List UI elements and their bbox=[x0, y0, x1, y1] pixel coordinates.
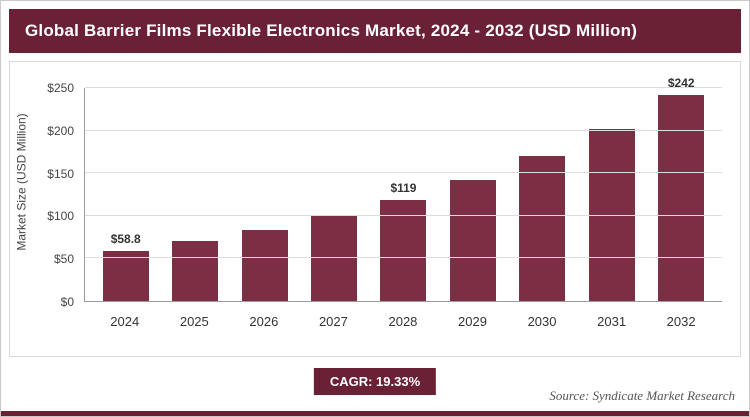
y-tick-label: $200 bbox=[47, 123, 74, 138]
bar-slot bbox=[172, 88, 219, 301]
bar-slot bbox=[241, 88, 288, 301]
y-axis-ticks: $0 $50 $100 $150 $200 $250 bbox=[32, 81, 82, 309]
bar-value-label: $58.8 bbox=[110, 231, 141, 246]
bar-2026 bbox=[241, 230, 288, 301]
x-axis-ticks: 2024 2025 2026 2027 2028 2029 2030 2031 2032 bbox=[84, 305, 722, 337]
x-tick-label: 2032 bbox=[666, 314, 696, 329]
bar-slot: $119 bbox=[380, 88, 427, 301]
y-tick-label: $50 bbox=[53, 252, 74, 267]
plot-area: $58.8 $119 $242 bbox=[84, 76, 722, 302]
bar-2024 bbox=[102, 250, 149, 301]
y-tick-label: $0 bbox=[60, 295, 74, 309]
bars-row: $58.8 $119 $242 bbox=[85, 76, 722, 301]
bar-value-label: $242 bbox=[667, 75, 695, 90]
chart-card: Market Size (USD Million) $0 $50 $100 $150 $… bbox=[9, 61, 741, 357]
y-axis-label-wrap: Market Size (USD Million) bbox=[12, 62, 32, 302]
x-tick-label: 2028 bbox=[388, 314, 418, 329]
bar-slot bbox=[588, 88, 635, 301]
x-tick-label: 2024 bbox=[110, 314, 140, 329]
bar-2028 bbox=[380, 199, 427, 301]
bar-slot bbox=[311, 88, 358, 301]
bar-value-label: $119 bbox=[390, 180, 417, 195]
x-tick-label: 2030 bbox=[527, 314, 557, 329]
gridline bbox=[85, 214, 722, 216]
x-tick-label: 2031 bbox=[597, 314, 627, 329]
bar-slot: $58.8 bbox=[102, 88, 149, 301]
x-tick-label: 2025 bbox=[179, 314, 209, 329]
gridline bbox=[85, 257, 722, 259]
bar-2032 bbox=[658, 94, 705, 301]
bar-slot bbox=[519, 88, 566, 301]
cagr-badge: CAGR: 19.33% bbox=[313, 368, 437, 395]
y-axis-label: Market Size (USD Million) bbox=[15, 113, 30, 251]
x-tick-label: 2029 bbox=[458, 314, 487, 329]
x-tick-label: 2026 bbox=[249, 314, 279, 329]
page-title: Global Barrier Films Flexible Electronic… bbox=[25, 21, 638, 40]
chart-title-bar: Global Barrier Films Flexible Electronic… bbox=[9, 9, 741, 53]
bar-2027 bbox=[311, 215, 358, 301]
gridline bbox=[85, 172, 722, 174]
bar-2025 bbox=[172, 241, 219, 301]
bar-2030 bbox=[519, 156, 566, 301]
bar-slot bbox=[449, 88, 496, 301]
bar-2029 bbox=[449, 180, 496, 301]
gridline bbox=[85, 87, 722, 88]
y-tick-label: $100 bbox=[47, 209, 74, 224]
y-tick-label: $150 bbox=[47, 166, 74, 181]
x-tick-label: 2027 bbox=[318, 314, 348, 329]
y-tick-label: $250 bbox=[47, 81, 74, 95]
gridline bbox=[85, 129, 722, 131]
bar-slot: $242 bbox=[658, 76, 705, 301]
bottom-accent-bar bbox=[1, 411, 749, 416]
source-text: Source: Syndicate Market Research bbox=[549, 388, 735, 403]
